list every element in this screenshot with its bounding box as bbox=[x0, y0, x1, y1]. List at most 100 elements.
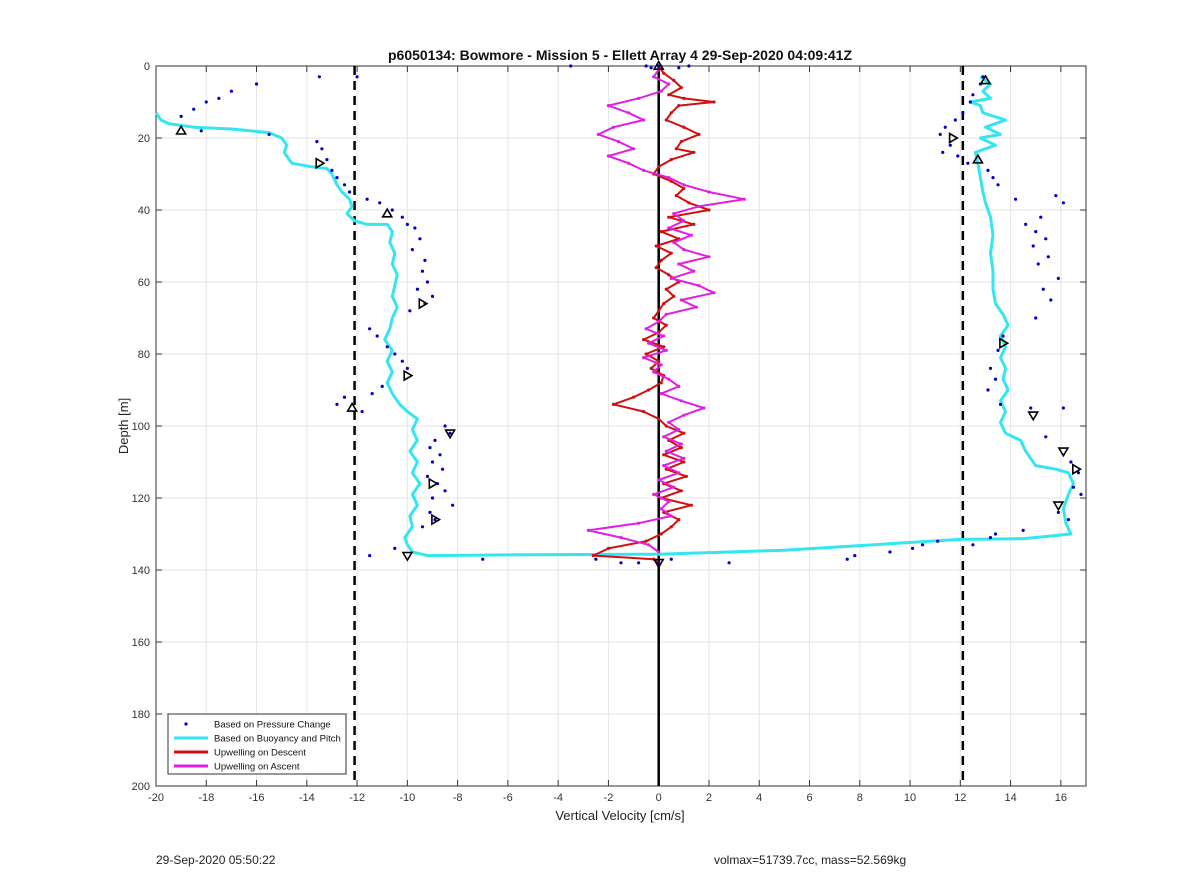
series-point bbox=[652, 75, 656, 79]
pressure-point bbox=[199, 129, 203, 133]
series-point bbox=[669, 514, 673, 518]
series-point bbox=[677, 428, 681, 432]
series-point bbox=[669, 251, 673, 255]
pressure-point bbox=[1061, 201, 1065, 205]
series-point bbox=[679, 298, 683, 302]
pressure-point bbox=[941, 150, 945, 154]
pressure-point bbox=[335, 176, 339, 180]
pressure-point bbox=[425, 280, 430, 284]
series-point bbox=[652, 370, 656, 374]
pressure-point bbox=[1049, 298, 1053, 302]
pressure-point bbox=[368, 327, 372, 331]
triangle-marker bbox=[381, 207, 394, 218]
triangle-marker bbox=[979, 74, 992, 85]
pressure-point bbox=[347, 190, 352, 194]
pressure-point bbox=[853, 554, 857, 558]
y-tick-label: 140 bbox=[132, 565, 150, 577]
pressure-point bbox=[1044, 237, 1048, 241]
pressure-point bbox=[727, 561, 731, 565]
pressure-point bbox=[420, 269, 425, 273]
pressure-point bbox=[335, 402, 339, 406]
series-point bbox=[644, 539, 648, 543]
pressure-point bbox=[428, 446, 432, 450]
pressure-point bbox=[330, 168, 334, 172]
pressure-point bbox=[636, 561, 641, 565]
pressure-point bbox=[267, 132, 271, 136]
x-tick-label: -12 bbox=[349, 792, 365, 804]
series-point bbox=[707, 208, 711, 212]
pressure-point bbox=[405, 366, 409, 370]
series-point bbox=[657, 359, 661, 363]
series-point bbox=[712, 291, 716, 295]
pressure-point bbox=[988, 366, 993, 370]
series-point bbox=[667, 215, 671, 219]
pressure-point bbox=[320, 147, 324, 151]
series-point bbox=[659, 230, 663, 234]
legend-label: Upwelling on Descent bbox=[214, 748, 306, 759]
pressure-point bbox=[229, 89, 234, 93]
y-tick-label: 80 bbox=[138, 349, 150, 361]
pressure-point bbox=[378, 201, 382, 205]
series-line bbox=[587, 69, 746, 553]
series-point bbox=[667, 82, 671, 86]
pressure-point bbox=[393, 352, 397, 356]
pressure-point bbox=[1079, 492, 1083, 496]
legend-swatch-dot bbox=[184, 722, 188, 726]
series-point bbox=[626, 161, 631, 165]
series-point bbox=[669, 111, 673, 115]
pressure-point bbox=[204, 100, 208, 104]
pressure-point bbox=[1071, 485, 1076, 489]
series-point bbox=[667, 377, 671, 381]
series-point bbox=[596, 132, 600, 136]
series-point bbox=[642, 338, 646, 342]
pressure-point bbox=[415, 287, 420, 291]
series-point bbox=[692, 269, 696, 273]
series-point bbox=[662, 334, 666, 338]
triangle-marker bbox=[418, 297, 429, 310]
series-point bbox=[662, 453, 666, 457]
pressure-point bbox=[1001, 334, 1005, 338]
pressure-point bbox=[986, 168, 990, 172]
series-point bbox=[697, 284, 701, 288]
pressure-point bbox=[418, 237, 422, 241]
x-tick-label: -16 bbox=[249, 792, 265, 804]
series-point bbox=[657, 550, 661, 554]
x-tick-label: -8 bbox=[453, 792, 463, 804]
pressure-point bbox=[481, 557, 485, 561]
series-point bbox=[611, 402, 616, 406]
series-point bbox=[591, 554, 595, 558]
triangle-marker bbox=[972, 153, 984, 164]
series-point bbox=[677, 384, 681, 388]
pressure-point bbox=[1014, 197, 1018, 201]
series-point bbox=[642, 356, 646, 360]
series-point bbox=[682, 125, 686, 129]
pressure-point bbox=[993, 532, 998, 536]
series-point bbox=[682, 186, 686, 190]
series-point bbox=[679, 86, 683, 90]
series-point bbox=[669, 276, 673, 280]
x-tick-label: -14 bbox=[299, 792, 315, 804]
series-point bbox=[659, 363, 663, 367]
series-point bbox=[619, 536, 623, 540]
pressure-point bbox=[370, 392, 374, 396]
pressure-point bbox=[192, 107, 196, 111]
pressure-point bbox=[996, 183, 1000, 187]
triangle-marker bbox=[346, 401, 359, 412]
series-point bbox=[667, 93, 671, 97]
series-point bbox=[697, 204, 701, 208]
grid-layer bbox=[155, 65, 1086, 787]
pressure-point bbox=[594, 557, 598, 561]
pressure-point bbox=[405, 222, 409, 226]
y-tick-label: 120 bbox=[132, 493, 150, 505]
series-point bbox=[616, 140, 621, 144]
series-point bbox=[679, 489, 683, 493]
series-point bbox=[712, 100, 716, 104]
triangle-marker bbox=[1052, 501, 1065, 512]
series-point bbox=[642, 168, 646, 172]
series-point bbox=[669, 158, 673, 162]
x-tick-label: 2 bbox=[706, 792, 712, 804]
pressure-point bbox=[1024, 222, 1028, 226]
series-point bbox=[659, 507, 663, 511]
pressure-point bbox=[365, 197, 369, 201]
